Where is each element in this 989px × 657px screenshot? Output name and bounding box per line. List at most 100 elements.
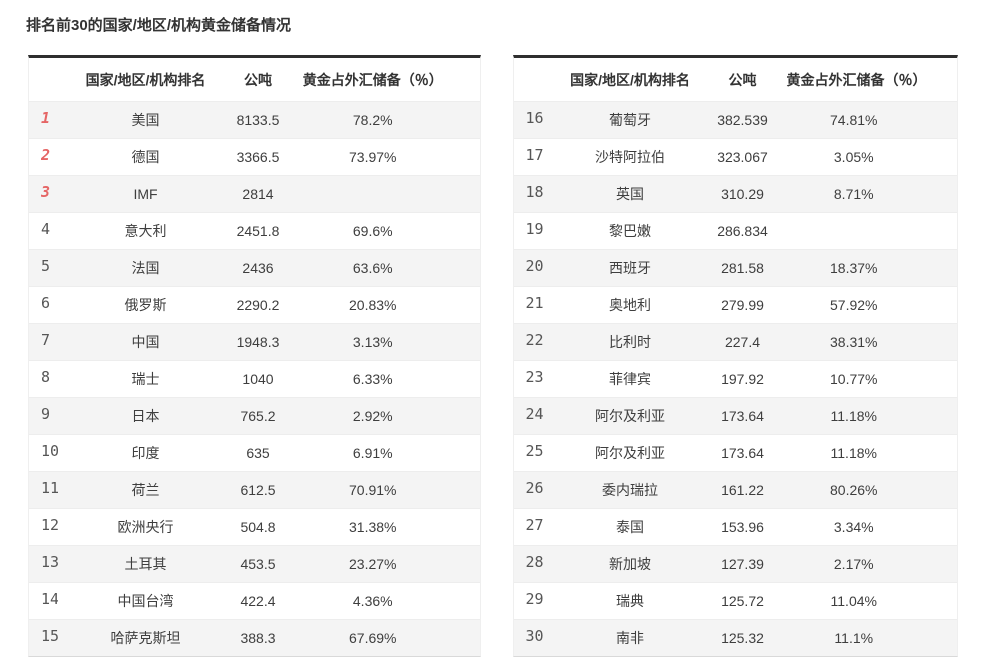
table-row: 2 德国 3366.5 73.97% (29, 138, 480, 175)
tons-cell: 2451.8 (236, 223, 280, 239)
pct-cell: 80.26% (830, 482, 878, 498)
pct-cell: 11.18% (830, 445, 877, 461)
tons-cell: 197.92 (721, 371, 764, 387)
table-header: 国家/地区/机构排名 公吨 黄金占外汇储备（％） (29, 58, 480, 101)
table-row: 15 哈萨克斯坦 388.3 67.69% (29, 619, 480, 656)
tons-cell: 161.22 (721, 482, 764, 498)
rank-cell: 21 (514, 296, 562, 314)
pct-cell: 3.13% (352, 334, 393, 350)
rank-cell: 29 (514, 592, 562, 610)
country-cell: 哈萨克斯坦 (110, 630, 181, 646)
table-row: 10 印度 635 6.91% (29, 434, 480, 471)
table-row: 6 俄罗斯 2290.2 20.83% (29, 286, 480, 323)
country-cell: 日本 (131, 408, 160, 424)
pct-cell: 6.33% (352, 371, 393, 387)
country-cell: 荷兰 (131, 482, 160, 498)
pct-cell: 11.1% (834, 630, 874, 646)
country-cell: 土耳其 (124, 556, 167, 572)
pct-cell: 11.18% (830, 408, 877, 424)
country-cell: 瑞士 (131, 371, 160, 387)
pct-column-header: 黄金占外汇储备（％） (302, 71, 443, 88)
rank-number: 14 (41, 592, 58, 607)
country-cell: 奥地利 (609, 297, 651, 313)
rank-number: 18 (525, 185, 543, 200)
pct-cell: 78.2% (352, 112, 393, 128)
rank-number: 22 (525, 333, 543, 348)
tons-cell: 286.834 (717, 223, 768, 239)
country-cell: 瑞典 (616, 593, 644, 609)
pct-column-header: 黄金占外汇储备（％） (786, 71, 927, 88)
table-body: 16 葡萄牙 382.539 74.81% 17 沙特阿拉伯 323.067 3.05% 18 英… (513, 101, 957, 656)
country-cell: 南非 (616, 630, 644, 646)
pct-cell: 73.97% (349, 149, 397, 165)
rank-cell: 4 (29, 222, 77, 240)
tons-cell: 127.39 (721, 556, 764, 572)
pct-cell: 2.92% (352, 408, 393, 424)
table-row: 14 中国台湾 422.4 4.36% (29, 582, 480, 619)
table-header: 国家/地区/机构排名 公吨 黄金占外汇储备（％） (513, 58, 957, 101)
country-cell: 中国 (131, 334, 160, 350)
tons-cell: 125.32 (721, 630, 764, 646)
rank-cell: 3 (29, 185, 77, 203)
rank-number: 9 (41, 407, 51, 422)
table-row: 17 沙特阿拉伯 323.067 3.05% (513, 138, 957, 175)
country-cell: 新加坡 (609, 556, 651, 572)
pct-cell: 20.83% (349, 297, 397, 313)
rank-cell: 26 (514, 481, 562, 499)
rank-number: 4 (41, 222, 51, 237)
table-row: 16 葡萄牙 382.539 74.81% (513, 101, 957, 138)
table-row: 8 瑞士 1040 6.33% (29, 360, 480, 397)
tons-cell: 1948.3 (236, 334, 280, 350)
country-cell: 菲律宾 (609, 371, 651, 387)
rank-cell: 5 (29, 259, 77, 277)
tons-cell: 504.8 (240, 519, 276, 535)
country-cell: 泰国 (616, 519, 644, 535)
tons-cell: 3366.5 (236, 149, 280, 165)
country-cell: 委内瑞拉 (602, 482, 658, 498)
tons-cell: 279.99 (721, 297, 764, 313)
table-row: 18 英国 310.29 8.71% (513, 175, 957, 212)
rank-cell: 8 (29, 370, 77, 388)
country-cell: 黎巴嫩 (609, 223, 651, 239)
country-cell: 印度 (131, 445, 160, 461)
country-cell: IMF (133, 186, 158, 202)
rank-number: 11 (41, 481, 58, 496)
pct-cell: 74.81% (830, 112, 878, 128)
pct-cell: 2.17% (833, 556, 874, 572)
rank-cell: 14 (29, 592, 77, 610)
table-row: 5 法国 2436 63.6% (29, 249, 480, 286)
table-row: 9 日本 765.2 2.92% (29, 397, 480, 434)
rank-number: 6 (41, 296, 51, 311)
table-row: 30 南非 125.32 11.1% (513, 619, 957, 656)
tons-cell: 453.5 (240, 556, 276, 572)
rank-cell: 28 (514, 555, 562, 573)
rank-number: 12 (41, 518, 58, 533)
country-cell: 阿尔及利亚 (595, 445, 665, 461)
rank-cell: 20 (514, 259, 562, 277)
country-cell: 葡萄牙 (609, 112, 651, 128)
table-row: 13 土耳其 453.5 23.27% (29, 545, 480, 582)
tons-cell: 2814 (242, 186, 274, 202)
table-row: 24 阿尔及利亚 173.64 11.18% (513, 397, 957, 434)
pct-cell: 69.6% (352, 223, 393, 239)
rank-cell: 9 (29, 407, 77, 425)
rank-number: 13 (41, 555, 58, 570)
pct-cell: 70.91% (349, 482, 397, 498)
pct-cell: 63.6% (352, 260, 393, 276)
country-cell: 比利时 (609, 334, 651, 350)
pct-cell: 11.04% (830, 593, 877, 609)
rank-cell: 17 (514, 148, 562, 166)
tons-column-header: 公吨 (244, 71, 272, 88)
pct-cell: 18.37% (830, 260, 878, 276)
tons-cell: 612.5 (240, 482, 276, 498)
tons-cell: 310.29 (721, 186, 764, 202)
rank-cell: 24 (514, 407, 562, 425)
tons-column-header: 公吨 (728, 71, 757, 88)
pct-cell: 6.91% (352, 445, 393, 461)
rank-number: 20 (525, 259, 543, 274)
table-row: 21 奥地利 279.99 57.92% (513, 286, 957, 323)
tons-cell: 765.2 (240, 408, 276, 424)
rank-cell: 6 (29, 296, 77, 314)
rank-number: 25 (525, 444, 543, 459)
rank-cell: 15 (29, 629, 77, 647)
